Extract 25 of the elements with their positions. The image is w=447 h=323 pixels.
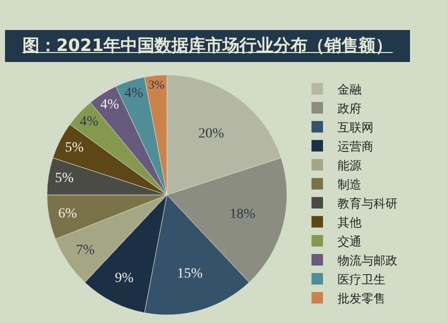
data-label: 7% — [76, 242, 95, 258]
data-label: 9% — [114, 271, 134, 286]
legend-label: 医疗卫生 — [337, 272, 386, 286]
legend-label: 物流与邮政 — [337, 253, 398, 268]
data-label: 4% — [80, 114, 99, 130]
data-label: 5% — [65, 140, 84, 156]
legend-label: 制造 — [337, 177, 362, 192]
data-label: 20% — [198, 126, 224, 142]
data-label: 15% — [176, 266, 203, 282]
legend-label: 批发零售 — [337, 291, 386, 306]
legend-label: 能源 — [337, 158, 362, 172]
chart-title: 图：2021年中国数据库市场行业分布（销售额） — [5, 30, 410, 62]
data-label: 4% — [124, 86, 144, 102]
legend-label: 互联网 — [337, 120, 374, 134]
data-label: 5% — [54, 171, 74, 186]
data-label: 4% — [100, 97, 120, 112]
data-label: 18% — [230, 206, 256, 222]
legend-label: 金融 — [337, 82, 362, 96]
legend-label: 教育与科研 — [337, 196, 398, 210]
legend-label: 交通 — [337, 234, 362, 248]
legend-label: 政府 — [337, 101, 362, 116]
legend-label: 运营商 — [337, 139, 374, 154]
data-label: 6% — [58, 206, 78, 222]
legend-label: 其他 — [337, 215, 362, 230]
data-label: 3% — [148, 78, 164, 92]
